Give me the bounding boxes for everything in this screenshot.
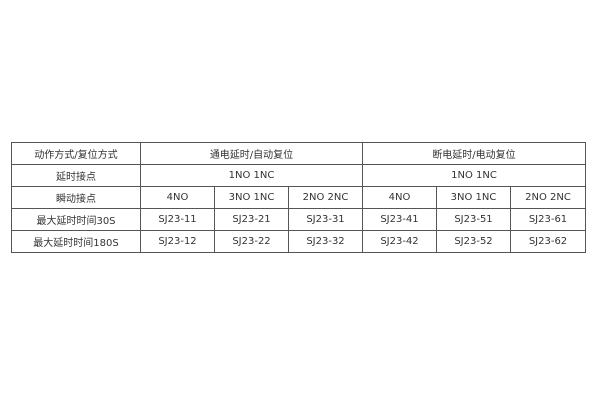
table-cell: 3NO 1NC <box>436 186 511 209</box>
row-header: 最大延时时间30S <box>11 208 141 231</box>
table-cell: SJ23-32 <box>288 230 363 253</box>
table-cell: SJ23-62 <box>510 230 586 253</box>
row-header: 动作方式/复位方式 <box>11 142 141 165</box>
relay-spec-table: 动作方式/复位方式 通电延时/自动复位 断电延时/电动复位 延时接点 1NO 1… <box>11 142 586 253</box>
row-header: 最大延时时间180S <box>11 230 141 253</box>
group-cell: 通电延时/自动复位 <box>140 142 363 165</box>
table-cell: 2NO 2NC <box>288 186 363 209</box>
table-row: 延时接点 1NO 1NC 1NO 1NC <box>11 164 586 187</box>
row-header: 延时接点 <box>11 164 141 187</box>
table-cell: 3NO 1NC <box>214 186 289 209</box>
table-cell: SJ23-42 <box>362 230 437 253</box>
row-header: 瞬动接点 <box>11 186 141 209</box>
table-row: 动作方式/复位方式 通电延时/自动复位 断电延时/电动复位 <box>11 142 586 165</box>
table-row: 最大延时时间30S SJ23-11 SJ23-21 SJ23-31 SJ23-4… <box>11 208 586 231</box>
group-cell: 断电延时/电动复位 <box>362 142 586 165</box>
table-row: 最大延时时间180S SJ23-12 SJ23-22 SJ23-32 SJ23-… <box>11 230 586 253</box>
table-cell: 4NO <box>140 186 215 209</box>
table-cell: SJ23-31 <box>288 208 363 231</box>
group-cell: 1NO 1NC <box>140 164 363 187</box>
table-cell: SJ23-22 <box>214 230 289 253</box>
table-cell: SJ23-21 <box>214 208 289 231</box>
table-row: 瞬动接点 4NO 3NO 1NC 2NO 2NC 4NO 3NO 1NC 2NO… <box>11 186 586 209</box>
table-cell: SJ23-11 <box>140 208 215 231</box>
table-cell: SJ23-52 <box>436 230 511 253</box>
table-cell: SJ23-41 <box>362 208 437 231</box>
table-cell: SJ23-51 <box>436 208 511 231</box>
table-cell: SJ23-12 <box>140 230 215 253</box>
table-cell: 2NO 2NC <box>510 186 586 209</box>
table-cell: 4NO <box>362 186 437 209</box>
table-cell: SJ23-61 <box>510 208 586 231</box>
group-cell: 1NO 1NC <box>362 164 586 187</box>
